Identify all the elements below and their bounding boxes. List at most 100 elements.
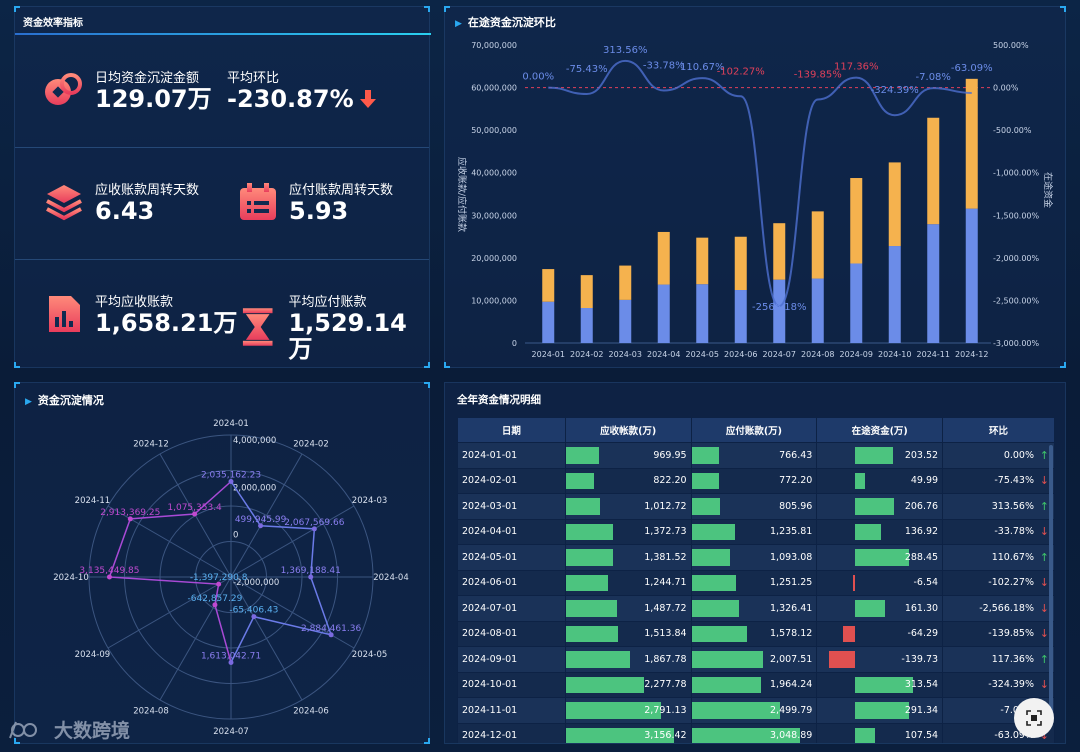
table-wrap[interactable]: 日期 应收帐款(万) 应付账款(万) 在途资金(万) 环比 2024-01-01… — [457, 417, 1055, 743]
cell-pay: 766.43 — [690, 442, 818, 469]
kpi-label: 平均环比 — [227, 71, 280, 86]
y-tick-right: -2,000.00% — [993, 254, 1040, 263]
cell-date: 2024-07-01 — [457, 595, 566, 622]
cell-transit: 136.92 — [816, 518, 944, 545]
cell-ratio: 313.56% ↑ — [942, 493, 1055, 520]
radar-spoke — [230, 453, 303, 578]
bar-pay — [657, 231, 670, 285]
bar-pay — [580, 275, 593, 308]
radar-value-label: -642,857.29 — [188, 594, 243, 604]
ratio-label: -324.39% — [871, 85, 919, 96]
y-tick-left: 70,000,000 — [471, 41, 517, 50]
bar-pay — [811, 211, 824, 279]
ratio-label: -63.09% — [951, 63, 993, 74]
y-tick-left: 50,000,000 — [471, 126, 517, 135]
cell-recv: 1,487.72 — [564, 595, 692, 622]
radar-point — [127, 516, 133, 522]
table-row[interactable]: 2024-01-01 969.95 766.43 203.52 0.00% ↑ — [457, 442, 1055, 469]
y-tick-left: 40,000,000 — [471, 169, 517, 178]
x-tick: 2024-09 — [840, 350, 873, 359]
cell-ratio: -102.27% ↓ — [942, 569, 1055, 596]
table-row[interactable]: 2024-07-01 1,487.72 1,326.41 161.30 -2,566.1… — [457, 595, 1055, 622]
ratio-label: -7.08% — [916, 72, 951, 83]
kpi-panel-title: 资金效率指标 — [23, 18, 83, 29]
ratio-label: 117.36% — [834, 62, 879, 73]
cell-recv: 822.20 — [564, 467, 692, 494]
kpi-value: 5.93 — [289, 197, 349, 225]
cell-pay: 2,499.79 — [690, 697, 818, 724]
cell-recv: 3,156.42 — [564, 722, 692, 743]
radar-point — [328, 632, 334, 638]
ratio-label: -139.85% — [794, 69, 842, 80]
radar-spoke — [230, 576, 355, 649]
cell-pay: 772.20 — [690, 467, 818, 494]
radar-spoke — [159, 576, 232, 701]
cell-recv: 1,867.78 — [564, 646, 692, 673]
radar-axis-label: 2024-06 — [293, 706, 329, 716]
cell-ratio: 110.67% ↑ — [942, 544, 1055, 571]
y-tick-right: -500.00% — [993, 126, 1032, 135]
radar-value-label: 3,135,449.85 — [79, 566, 139, 576]
radar-point — [212, 602, 218, 608]
x-tick: 2024-05 — [686, 350, 719, 359]
cell-date: 2024-02-01 — [457, 467, 566, 494]
cell-transit: 313.54 — [816, 671, 944, 698]
table-row[interactable]: 2024-02-01 822.20 772.20 49.99 -75.43% ↓ — [457, 467, 1055, 494]
report-icon — [49, 295, 80, 332]
col-transit-header: 在途资金(万) — [816, 417, 944, 443]
cell-transit: -6.54 — [816, 569, 944, 596]
y-tick-right: 500.00% — [993, 41, 1029, 50]
radar-axis-label: 2024-11 — [75, 496, 111, 506]
kpi-value: 6.43 — [95, 197, 155, 225]
x-tick: 2024-02 — [570, 350, 603, 359]
table-row[interactable]: 2024-08-01 1,513.84 1,578.12 -64.29 -139.85%… — [457, 620, 1055, 647]
table-row[interactable]: 2024-12-01 3,156.42 3,048.89 107.54 -63.09% ↓ — [457, 722, 1055, 743]
kpi-pay-days: 应付账款周转天数 5.93 — [237, 179, 393, 224]
radar-axis-label: 2024-07 — [213, 727, 249, 737]
radar-axis-label: 2024-08 — [133, 706, 169, 716]
kpi-row-divider — [15, 259, 429, 260]
kpi-value: 1,529.14万 — [288, 309, 407, 363]
radar-value-label: 2,913,369.25 — [100, 508, 160, 518]
kpi-avg-pay: 平均应付账款 1,529.14万 — [237, 291, 429, 362]
cell-date: 2024-04-01 — [457, 518, 566, 545]
radar-axis-label: 2024-09 — [75, 650, 111, 660]
kpi-panel: 资金效率指标 日均资金沉淀金额 129.07万 平均环比 -230.87% 应收账… — [14, 6, 431, 368]
cell-recv: 2,791.13 — [564, 697, 692, 724]
table-row[interactable]: 2024-04-01 1,372.73 1,235.81 136.92 -33.78% ↓ — [457, 518, 1055, 545]
bar-pay — [696, 237, 709, 285]
table-row[interactable]: 2024-09-01 1,867.78 2,007.51 -139.73 117.36%… — [457, 646, 1055, 673]
ratio-label: 0.00% — [522, 72, 554, 83]
y-tick-right: -3,000.00% — [993, 339, 1040, 348]
radar-point — [311, 526, 317, 532]
col-recv-header: 应收帐款(万) — [564, 417, 692, 443]
fullscreen-button[interactable] — [1014, 698, 1054, 738]
kpi-avg-recv: 平均应收账款 1,658.21万 — [43, 291, 237, 336]
table-row[interactable]: 2024-03-01 1,012.72 805.96 206.76 313.56% ↑ — [457, 493, 1055, 520]
bar-pay — [888, 162, 901, 247]
bar-pay — [542, 269, 555, 302]
ratio-label: -102.27% — [717, 66, 765, 77]
bar-recv — [773, 279, 786, 343]
bar-recv — [619, 299, 632, 343]
cell-recv: 1,244.71 — [564, 569, 692, 596]
table-row[interactable]: 2024-05-01 1,381.52 1,093.08 288.45 110.67% ↑ — [457, 544, 1055, 571]
x-tick: 2024-03 — [609, 350, 642, 359]
radar-axis-label: 2024-04 — [373, 573, 409, 583]
radar-point — [106, 574, 112, 580]
radar-ring-label: 2,000,000 — [233, 483, 276, 493]
cell-transit: 161.30 — [816, 595, 944, 622]
radar-axis-label: 2024-03 — [352, 496, 388, 506]
cell-transit: 49.99 — [816, 467, 944, 494]
x-tick: 2024-08 — [801, 350, 834, 359]
cell-pay: 2,007.51 — [690, 646, 818, 673]
cell-pay: 805.96 — [690, 493, 818, 520]
cell-transit: 291.34 — [816, 697, 944, 724]
cell-ratio: -75.43% ↓ — [942, 467, 1055, 494]
table-row[interactable]: 2024-10-01 2,277.78 1,964.24 313.54 -324.39%… — [457, 671, 1055, 698]
table-scrollbar[interactable] — [1049, 445, 1053, 725]
table-row[interactable]: 2024-06-01 1,244.71 1,251.25 -6.54 -102.27% ↓ — [457, 569, 1055, 596]
ratio-label: 110.67% — [680, 62, 725, 73]
cell-pay: 1,251.25 — [690, 569, 818, 596]
